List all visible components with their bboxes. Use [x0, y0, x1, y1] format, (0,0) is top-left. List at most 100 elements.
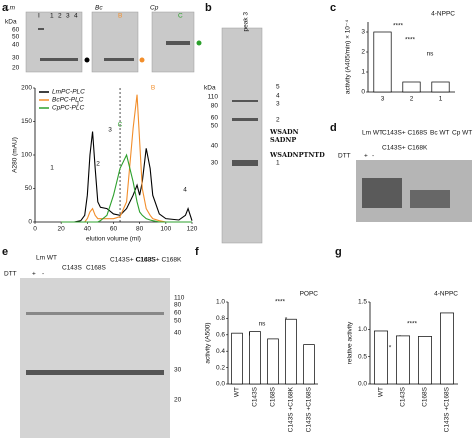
gel-band: [232, 100, 258, 102]
lane-label: Lm WT: [362, 130, 383, 137]
y-tick-label: 0.5: [358, 353, 367, 360]
bar: [285, 318, 297, 385]
y-tick-label: 1.0: [358, 326, 367, 333]
dtt-sign: -: [42, 271, 44, 278]
kda-label: 30: [174, 367, 182, 374]
gel-band: [232, 118, 258, 121]
kda-label: 80: [211, 103, 219, 110]
y-tick-label: 0.8: [216, 315, 225, 322]
x-tick-label: C143S +C168S: [306, 386, 313, 432]
lane-label: C143S+ C168S: [382, 130, 428, 137]
panel-label: g: [335, 246, 342, 258]
dtt-label: DTT: [338, 153, 351, 160]
x-tick-label: 40: [84, 226, 92, 233]
annotation: 2: [96, 161, 100, 168]
gel: [91, 11, 139, 73]
y-axis-label: activity (A500): [205, 322, 212, 363]
lane-label: C143S+ C168S: [110, 257, 156, 264]
y-tick-label: 0.2: [216, 364, 225, 371]
gel-smear: [410, 190, 450, 208]
gel-title: peak 3: [243, 12, 250, 32]
lane-label: C168S: [86, 265, 107, 272]
gel-band: [232, 160, 258, 166]
y-axis-label: activity (A405/min) × 10⁻⁴: [345, 20, 352, 95]
chart-title: POPC: [300, 291, 319, 298]
lane-label: C143S: [62, 265, 83, 272]
series-line: [61, 131, 193, 223]
bar: [267, 338, 279, 385]
kda-label: 30: [12, 55, 20, 62]
x-axis-label: elution volume (ml): [86, 236, 141, 243]
sequence: WSADN: [269, 128, 299, 136]
bar: [249, 331, 261, 385]
y-tick-label: 1: [361, 69, 365, 76]
band-label: 3: [276, 101, 280, 108]
bar: [431, 81, 450, 93]
kda-label: 60: [174, 310, 182, 317]
x-tick-label: C143S +C168K: [288, 386, 295, 432]
lane-label: 4: [74, 13, 78, 20]
y-tick-label: 200: [21, 85, 32, 92]
bar: [440, 312, 454, 385]
kda-label: 60: [211, 115, 219, 122]
lane-label: C143S+ C168K: [136, 257, 182, 264]
lane-label: 3: [66, 13, 70, 20]
kda-label: 20: [174, 397, 182, 404]
y-tick-label: 0.0: [216, 381, 225, 388]
legend-label: CpPC-PLC: [52, 105, 84, 112]
band-label: 2: [276, 117, 280, 124]
annotation: ****: [393, 23, 404, 30]
bar: [231, 332, 243, 385]
lane-label: 1: [50, 13, 54, 20]
kda-label: 40: [12, 42, 20, 49]
panel-label: f: [195, 246, 199, 258]
x-tick-label: 2: [410, 96, 414, 103]
y-tick-label: 0: [28, 219, 32, 226]
bar: [402, 81, 421, 93]
annotation: 3: [108, 127, 112, 134]
bar: [303, 344, 315, 385]
gel-smear: [362, 178, 402, 208]
annotation: 1: [50, 165, 54, 172]
gel: [221, 27, 263, 244]
y-tick-label: 0: [361, 89, 365, 96]
lane-label: C143S+ C168K: [382, 145, 428, 152]
sequence: SADNP: [270, 136, 296, 144]
y-tick-label: 150: [21, 118, 32, 125]
kda-label: 110: [208, 94, 219, 101]
y-tick-label: 3: [361, 29, 365, 36]
annotation: ns: [259, 321, 267, 328]
kda-label: 80: [174, 302, 182, 309]
x-tick-label: 1: [439, 96, 443, 103]
chart-title: 4-NPPC: [431, 11, 455, 18]
lane-label: C: [178, 13, 183, 20]
gel-band: [26, 312, 164, 315]
kda-label: 20: [12, 65, 20, 72]
annotation: B: [151, 85, 155, 92]
lane-label: Bc WT: [430, 130, 450, 137]
gel-title: Lm: [6, 5, 16, 12]
x-tick-label: C143S: [252, 386, 259, 407]
x-tick-label: C168S: [422, 386, 429, 407]
lane-label: Lm WT: [36, 255, 57, 262]
y-tick-label: 1.0: [216, 299, 225, 306]
dtt-label: DTT: [4, 271, 17, 278]
annotation: *: [389, 345, 392, 352]
y-tick-label: 100: [21, 152, 32, 159]
annotation: ****: [405, 37, 416, 44]
marker-dot: [139, 57, 145, 63]
bar: [396, 335, 410, 385]
panel-label: e: [2, 246, 8, 258]
kda-label: 110: [174, 295, 185, 302]
x-tick-label: 20: [58, 226, 66, 233]
gel: [25, 11, 83, 73]
y-axis-label: A280 (mAU): [12, 137, 19, 173]
series-line: [61, 153, 192, 223]
x-tick-label: 100: [160, 226, 171, 233]
y-tick-label: 1.5: [358, 299, 367, 306]
annotation: ****: [275, 299, 286, 306]
x-tick-label: C143S: [400, 386, 407, 407]
panel-label: b: [205, 2, 212, 14]
kda-label: kDa: [5, 19, 17, 26]
bar: [374, 330, 388, 385]
